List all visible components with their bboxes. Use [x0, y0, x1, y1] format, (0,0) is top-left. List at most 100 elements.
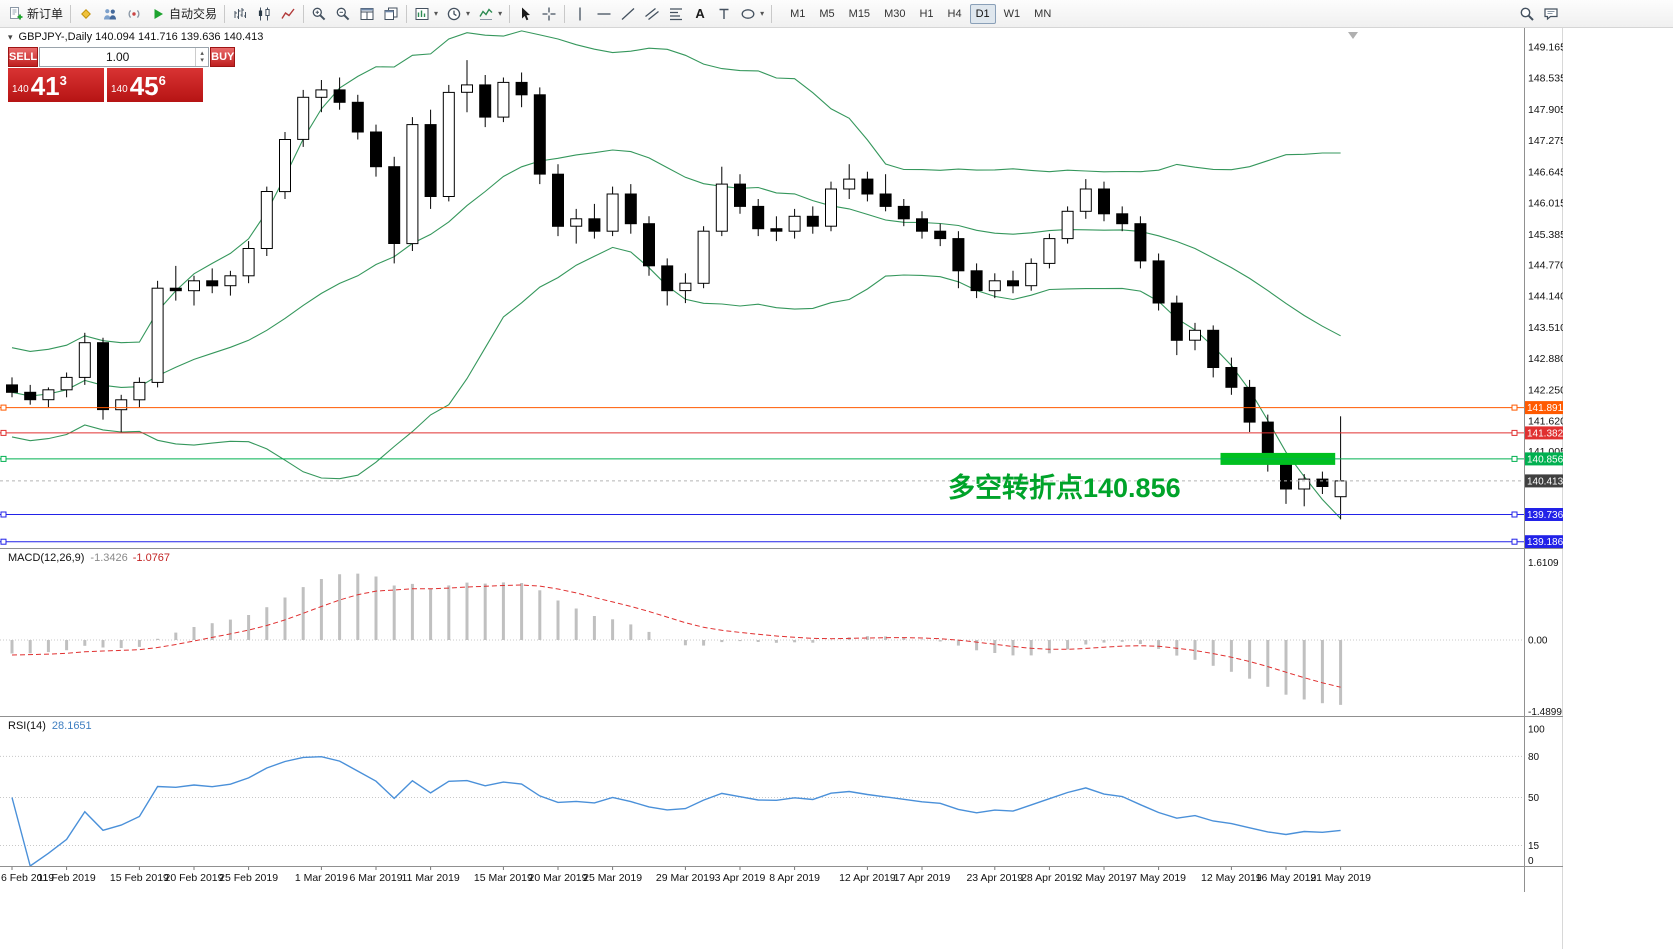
autotrading-button[interactable]: 自动交易	[146, 3, 221, 25]
timeframe-button-mn[interactable]: MN	[1034, 7, 1052, 20]
line-handle[interactable]	[1511, 511, 1518, 518]
line-handle[interactable]	[0, 538, 7, 545]
broadcast-button[interactable]	[122, 3, 146, 25]
svg-text:-1.4899: -1.4899	[1528, 707, 1562, 716]
price-tag	[1525, 401, 1563, 415]
cursor-button[interactable]	[513, 3, 537, 25]
line-handle[interactable]	[0, 511, 7, 518]
bollinger-band[interactable]	[11, 149, 1341, 397]
candles[interactable]	[6, 60, 1347, 520]
text-button[interactable]: A	[688, 3, 712, 25]
svg-text:2 May 2019: 2 May 2019	[1077, 872, 1132, 884]
bar-chart-icon	[232, 6, 248, 22]
line-handle[interactable]	[1511, 455, 1518, 462]
bollinger-band[interactable]	[11, 246, 1341, 519]
zoom-out-icon	[335, 6, 351, 22]
macd-chart[interactable]: 1.6109 0.00 -1.4899	[0, 549, 1563, 716]
price-chart[interactable]: 149.165 148.535 147.905 147.275 146.645 146.0…	[0, 28, 1563, 548]
vertical-line-button[interactable]	[568, 3, 592, 25]
tile-windows-button[interactable]	[355, 3, 379, 25]
new-order-icon	[8, 6, 24, 22]
toolbar-separator	[509, 4, 511, 23]
svg-text:139.736: 139.736	[1527, 510, 1563, 521]
new-chart-button[interactable]: ▾	[410, 3, 442, 25]
chart-shift-marker[interactable]	[1348, 32, 1358, 39]
crosshair-button[interactable]	[537, 3, 561, 25]
bar-chart-button[interactable]	[228, 3, 252, 25]
new-order-button-label: 新订单	[27, 7, 64, 21]
zoom-in-icon	[311, 6, 327, 22]
chevron-down-icon[interactable]: ▾	[498, 9, 503, 18]
trendline-button[interactable]	[616, 3, 640, 25]
label-button[interactable]	[712, 3, 736, 25]
buy-price-display[interactable]: 140 45 6	[107, 68, 203, 102]
text-icon: A	[695, 6, 705, 21]
svg-text:15 Feb 2019: 15 Feb 2019	[110, 872, 169, 884]
sell-button[interactable]: SELL	[8, 47, 39, 67]
symbol-row: ▾ GBPJPY-,Daily 140.094 141.716 139.636 …	[8, 31, 263, 43]
buy-price-small: 140	[111, 84, 128, 95]
zoom-out-button[interactable]	[331, 3, 355, 25]
users-button[interactable]	[98, 3, 122, 25]
volume-input[interactable]	[40, 48, 196, 66]
chevron-down-icon[interactable]: ▾	[760, 9, 765, 18]
svg-text:3 Apr 2019: 3 Apr 2019	[715, 872, 766, 884]
line-handle[interactable]	[0, 429, 7, 436]
chat-button[interactable]	[1539, 3, 1563, 25]
chevron-down-icon[interactable]: ▾	[434, 9, 439, 18]
timeframe-button-m15[interactable]: M15	[848, 7, 871, 20]
line-handle[interactable]	[0, 455, 7, 462]
volume-spinner: ▴ ▾	[195, 48, 208, 66]
timeframe-button-m1[interactable]: M1	[790, 7, 806, 20]
timeframe-button-m30[interactable]: M30	[884, 7, 906, 20]
one-click-collapse-icon[interactable]: ▾	[8, 31, 13, 42]
shapes-button[interactable]: ▾	[736, 3, 768, 25]
svg-text:100: 100	[1528, 725, 1545, 736]
svg-text:23 Apr 2019: 23 Apr 2019	[966, 872, 1023, 884]
search-button[interactable]	[1515, 3, 1539, 25]
timeframe-button-h4[interactable]: H4	[947, 7, 962, 20]
channel-button[interactable]	[640, 3, 664, 25]
buy-button[interactable]: BUY	[210, 47, 236, 67]
line-handle[interactable]	[1511, 404, 1518, 411]
periods-button[interactable]: ▾	[442, 3, 474, 25]
svg-text:1.6109: 1.6109	[1528, 558, 1559, 569]
chart-annotation[interactable]: 多空转折点140.856	[948, 473, 1181, 503]
indicators-button[interactable]: ▾	[474, 3, 506, 25]
line-handle[interactable]	[0, 404, 7, 411]
timeframe-button-w1[interactable]: W1	[1003, 7, 1021, 20]
rsi-chart[interactable]: 100 80 50 15 0	[0, 717, 1563, 866]
zoom-in-button[interactable]	[307, 3, 331, 25]
timeframe-button-m5[interactable]: M5	[819, 7, 835, 20]
svg-text:144.770: 144.770	[1528, 259, 1563, 271]
one-click-trading-panel: SELL ▴ ▾ BUY 140 41 3 140	[8, 47, 236, 102]
toolbar-right	[1515, 3, 1563, 25]
cascade-windows-icon	[383, 6, 399, 22]
volume-up-icon[interactable]: ▴	[200, 50, 204, 57]
fibonacci-button[interactable]	[664, 3, 688, 25]
line-handle[interactable]	[1511, 538, 1518, 545]
community-button[interactable]	[74, 3, 98, 25]
volume-down-icon[interactable]: ▾	[200, 57, 204, 64]
line-handle[interactable]	[1511, 429, 1518, 436]
line-chart-button[interactable]	[276, 3, 300, 25]
horizontal-line-button[interactable]	[592, 3, 616, 25]
volume-box: ▴ ▾	[39, 47, 210, 67]
sell-price-display[interactable]: 140 41 3	[8, 68, 104, 102]
cursor-icon	[517, 6, 533, 22]
chevron-down-icon[interactable]: ▾	[466, 9, 471, 18]
new-order-button[interactable]: 新订单	[4, 3, 67, 25]
bollinger-band[interactable]	[11, 30, 1341, 352]
cascade-windows-button[interactable]	[379, 3, 403, 25]
candlestick-button[interactable]	[252, 3, 276, 25]
timeframe-button-d1[interactable]: D1	[969, 3, 996, 24]
svg-text:29 Mar 2019: 29 Mar 2019	[656, 872, 715, 884]
fibonacci-icon	[668, 6, 684, 22]
svg-text:146.015: 146.015	[1528, 198, 1563, 210]
svg-text:140.413: 140.413	[1527, 476, 1563, 487]
time-axis[interactable]: 6 Feb 2019 11 Feb 2019 15 Feb 2019 20 Feb 2…	[0, 866, 1563, 892]
timeframe-button-h1[interactable]: H1	[919, 7, 934, 20]
tile-windows-icon	[359, 6, 375, 22]
